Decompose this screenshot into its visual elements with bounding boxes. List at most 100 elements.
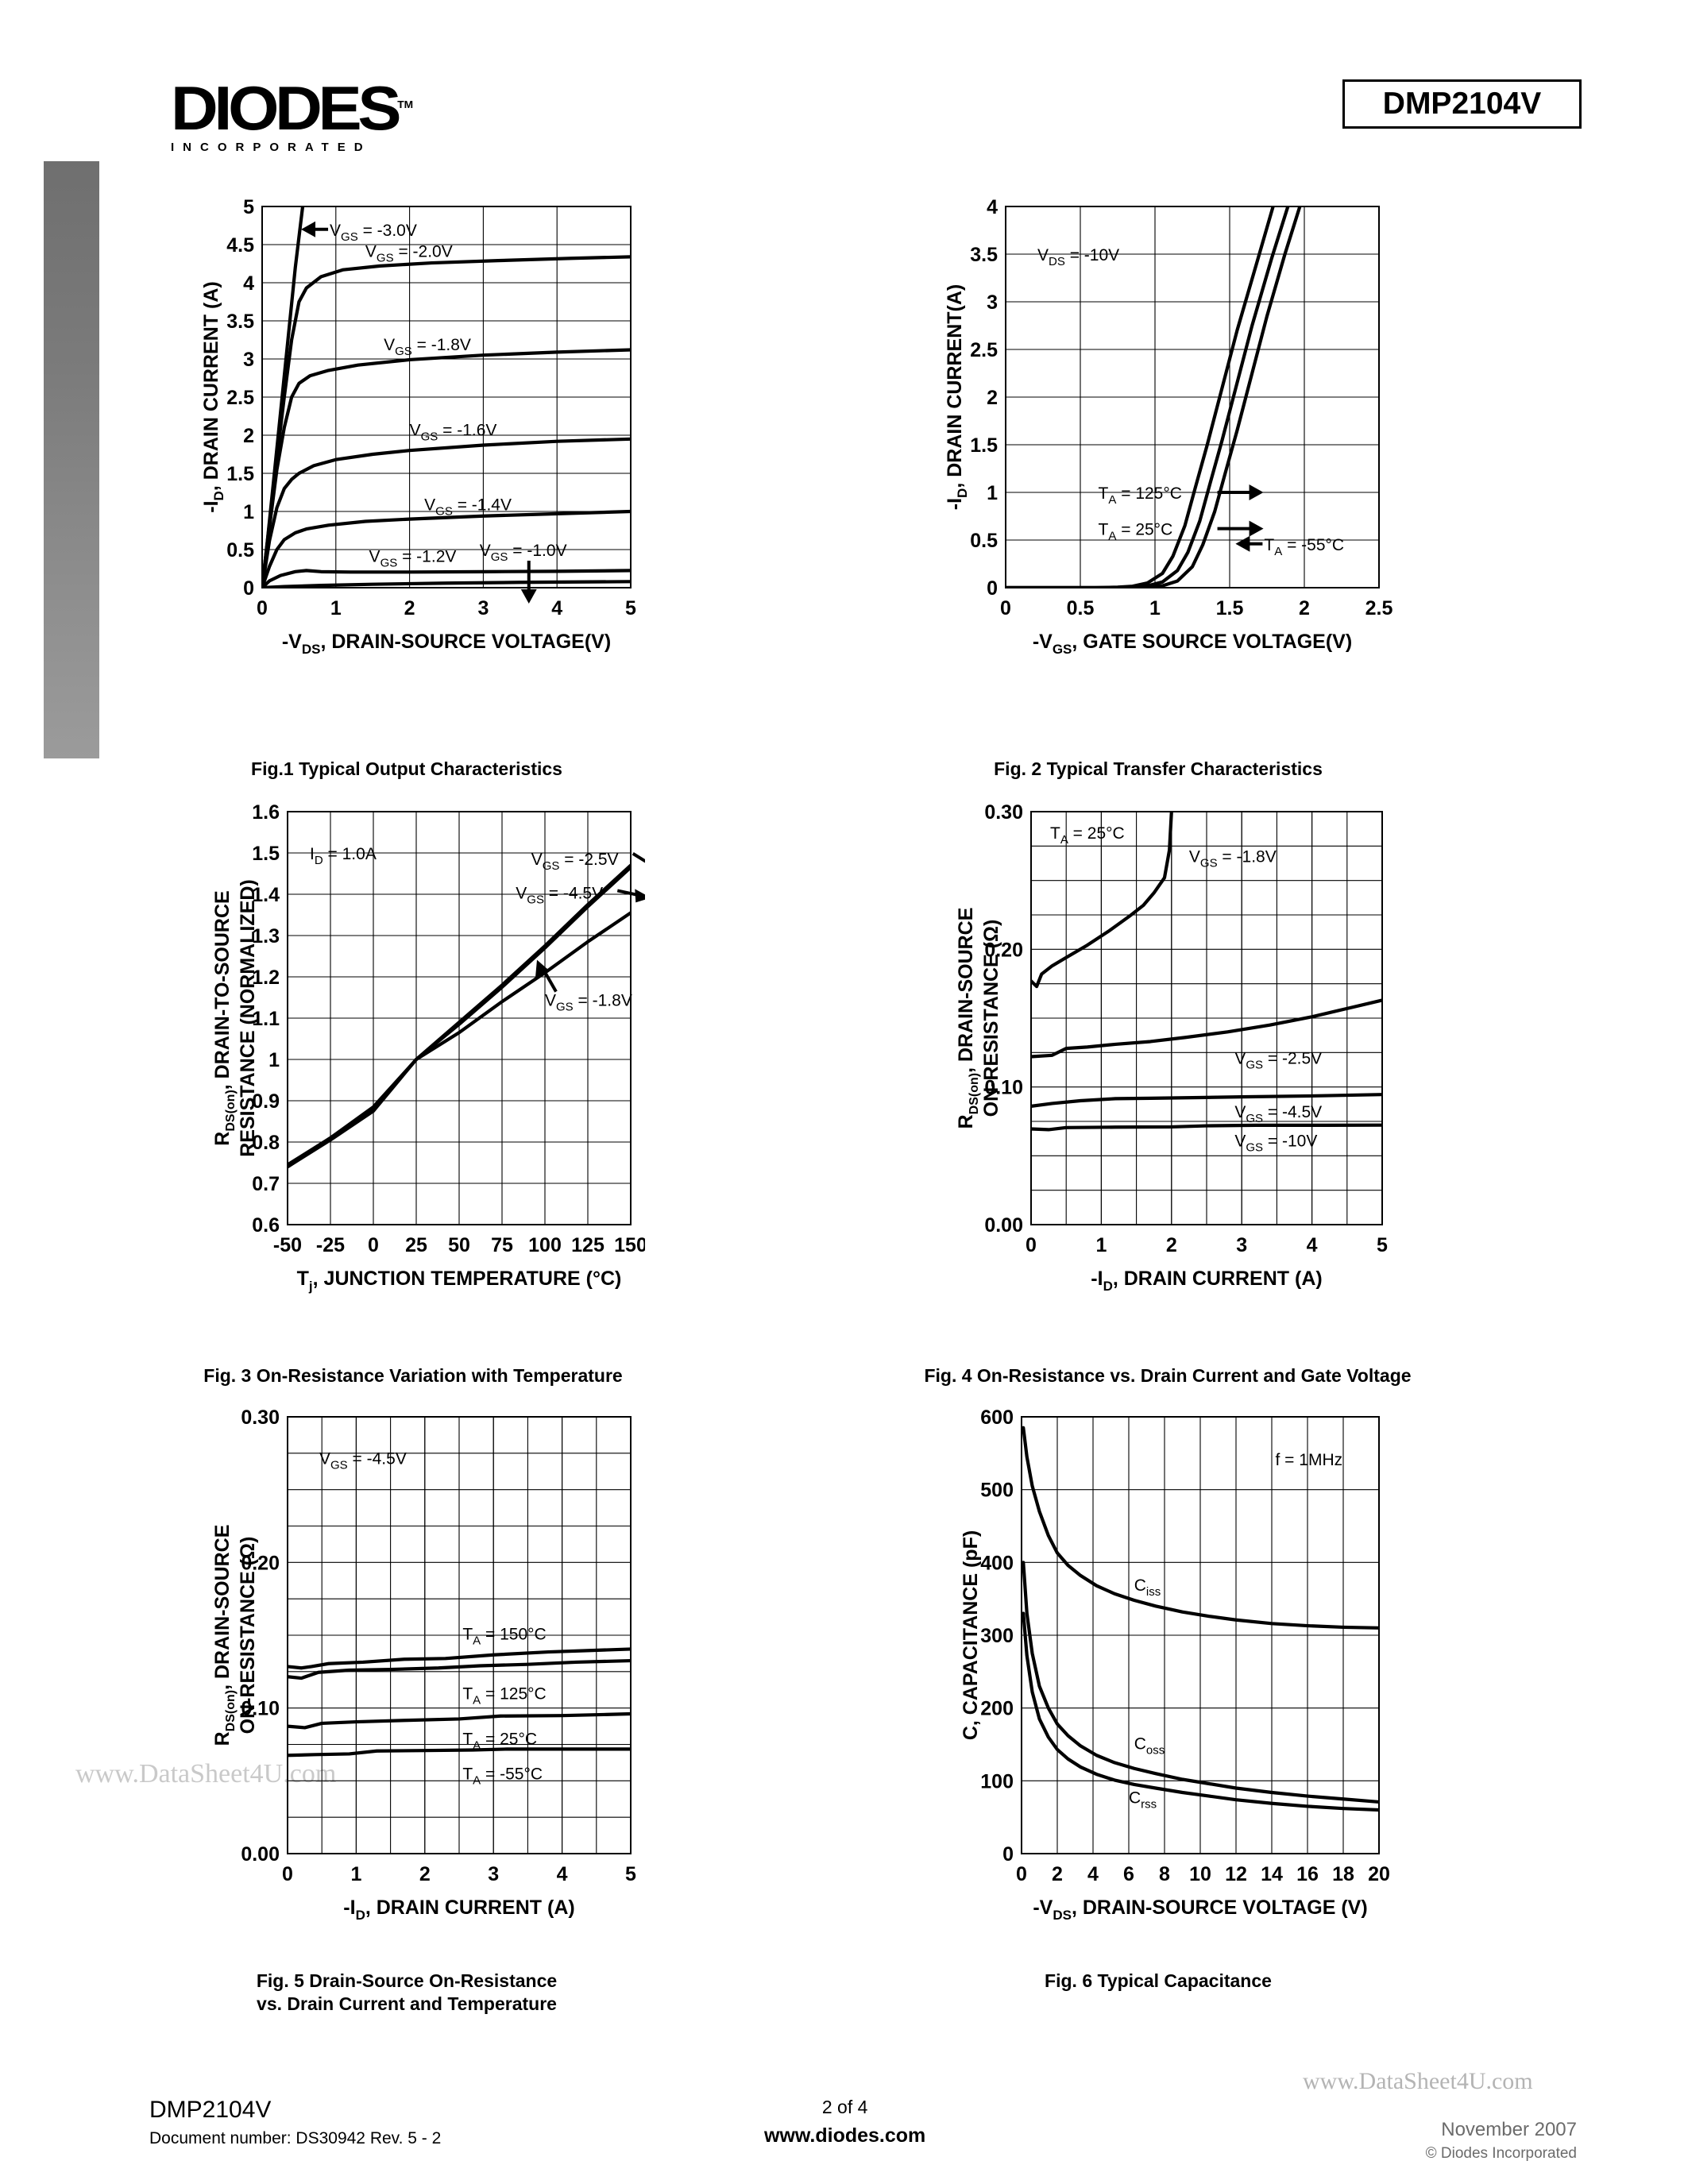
x-tick-label: 0 (1000, 597, 1011, 619)
curve-vgs-1-8v (288, 911, 631, 1169)
curve-vgs-1-8v (262, 348, 631, 588)
x-tick-label: 12 (1225, 1863, 1247, 1885)
x-tick-label: 4 (1087, 1863, 1099, 1885)
curve-annotation: VGS = -2.5V (531, 851, 619, 873)
x-tick-label: 16 (1296, 1863, 1319, 1885)
curve-annotation: TA = 150°C (462, 1625, 546, 1647)
plot-frame (1030, 811, 1383, 1225)
trademark-icon: TM (397, 98, 414, 110)
curve-ta-150c (288, 1647, 631, 1670)
footer-website-link[interactable]: www.diodes.com (764, 2124, 926, 2147)
y-tick-label: 1.5 (252, 843, 280, 865)
plot-frame (287, 1416, 632, 1854)
y-tick-label: 0.00 (984, 1214, 1023, 1237)
y-tick-label: 1 (987, 482, 998, 504)
curve-vgs-2-0v (262, 255, 631, 588)
fig1-plot: 0 1 2 3 4 5 0 0.5 1 1.5 2 2.5 3 3.5 4 4.5 5 -VDS, DRAIN-S… (200, 197, 636, 657)
curve-annotation: VGS = -1.4V (424, 496, 512, 518)
fig2-plot: 0 0.5 1 1.5 2 2.5 0 0.5 1 1.5 2 2.5 3 3.5 4 -VGS, GATE … (944, 197, 1393, 657)
y-tick-label: 1.1 (252, 1008, 280, 1030)
annotation-arrow-icon (520, 561, 537, 604)
y-tick-label: 3 (243, 349, 254, 371)
y-axis-title: -ID, DRAIN CURRENT (A) (200, 281, 226, 512)
footer-right: November 2007 © Diodes Incorporated (1426, 2119, 1577, 2163)
curve-ta-55c (288, 1747, 631, 1758)
x-tick-label: 25 (405, 1234, 427, 1256)
y-tick-label: 0.30 (984, 802, 1023, 824)
curve-vgs-10v (1031, 1123, 1382, 1132)
y-tick-label: 2.5 (970, 339, 998, 361)
curve-vgs-1-6v (262, 437, 631, 588)
data-series-group (288, 1647, 631, 1758)
curve-ta-125c (288, 1658, 631, 1680)
y-tick-label: 3.5 (226, 311, 254, 333)
data-series-group (1031, 812, 1382, 1132)
curve-annotation: VGS = -4.5V (516, 884, 603, 906)
x-axis-title: -VDS, DRAIN-SOURCE VOLTAGE(V) (282, 631, 611, 657)
caption-line: vs. Drain Current and Temperature (257, 1993, 557, 2014)
fig5-plot: 0 1 2 3 4 5 0.00 0.10 0.20 0.30 -ID, DRAIN CURRENT… (211, 1407, 636, 1923)
x-tick-label: 4 (1307, 1234, 1318, 1256)
x-tick-label: 150 (614, 1234, 645, 1256)
condition-label: VDS = -10V (1037, 246, 1119, 268)
x-tick-label: 1 (1095, 1234, 1107, 1256)
x-tick-label: 5 (1377, 1234, 1388, 1256)
y-tick-label: 0 (1002, 1843, 1014, 1866)
x-tick-label: 0 (282, 1863, 293, 1885)
y-tick-label: 0 (987, 577, 998, 600)
x-tick-label: 5 (625, 597, 636, 619)
x-tick-label: 0 (1026, 1234, 1037, 1256)
figure-caption-fig5: Fig. 5 Drain-Source On-Resistance vs. Dra… (168, 1970, 645, 2016)
y-axis-title: RDS(on), DRAIN-SOURCE (955, 908, 981, 1129)
y-tick-label: 1.2 (252, 967, 280, 989)
watermark-footer: www.DataSheet4U.com (1303, 2068, 1533, 2094)
logo-wordmark: DIODESTM (171, 77, 533, 139)
figure-caption-fig1: Fig.1 Typical Output Characteristics (251, 758, 562, 779)
grid-lines (1021, 1416, 1380, 1854)
logo-wordmark-text: DIODES (171, 73, 402, 143)
caption-line: Fig. 5 Drain-Source On-Resistance (256, 1970, 558, 1991)
y-axis-title: RDS(on), DRAIN-SOURCE (211, 1525, 238, 1746)
y-axis-title: -ID, DRAIN CURRENT(A) (944, 284, 970, 510)
curve-annotation: TA = -55°C (462, 1765, 543, 1787)
y-tick-label: 300 (980, 1625, 1014, 1647)
curve-ciss (1022, 1426, 1379, 1630)
y-tick-label: 0 (243, 577, 254, 600)
y-tick-label: 0.10 (984, 1077, 1023, 1099)
fig6-plot: 0 2 4 6 8 10 12 14 16 18 200100200300400500600-VDS… (960, 1407, 1390, 1923)
y-tick-label: 1.4 (252, 884, 280, 906)
footer-date: November 2007 (1441, 2119, 1577, 2140)
figure-caption-fig4: Fig. 4 On-Resistance vs. Drain Current a… (924, 1365, 1412, 1386)
x-tick-label: 1 (1149, 597, 1161, 619)
y-tick-label: 0.5 (970, 530, 998, 552)
x-tick-label: 4 (551, 597, 562, 619)
x-tick-label: 50 (448, 1234, 470, 1256)
grid-lines (287, 811, 632, 1225)
x-tick-label: 0.5 (1067, 597, 1095, 619)
grid-lines (287, 1416, 632, 1854)
y-tick-label: 1 (243, 501, 254, 523)
x-tick-label: -50 (273, 1234, 302, 1256)
y-tick-label: 1.3 (252, 925, 280, 947)
x-tick-label: 1 (330, 597, 342, 619)
x-tick-label: 75 (491, 1234, 513, 1256)
x-tick-label: 5 (625, 1863, 636, 1885)
curve-annotation: VGS = -1.0V (480, 542, 567, 564)
data-series-group (262, 206, 631, 588)
y-tick-label: 0.10 (241, 1698, 280, 1720)
x-axis-title: -ID, DRAIN CURRENT (A) (1091, 1268, 1322, 1294)
x-tick-label: 1 (350, 1863, 361, 1885)
figure-caption-fig6: Fig. 6 Typical Capacitance (1045, 1970, 1272, 1991)
y-tick-label: 500 (980, 1480, 1014, 1502)
annotation-arrow-icon (1217, 484, 1264, 500)
curve-coss (1022, 1561, 1379, 1804)
x-tick-label: 10 (1189, 1863, 1211, 1885)
y-tick-label: 1.5 (226, 463, 254, 485)
x-tick-label: 18 (1332, 1863, 1354, 1885)
condition-label: TA = 25°C (1050, 824, 1125, 847)
y-tick-label: 1.5 (970, 434, 998, 457)
x-tick-label: 3 (477, 597, 489, 619)
curve-annotation: TA = 25°C (1099, 521, 1173, 543)
footer-center: 2 of 4 www.diodes.com (764, 2097, 925, 2147)
curve-vgs-1-0v (262, 580, 631, 588)
